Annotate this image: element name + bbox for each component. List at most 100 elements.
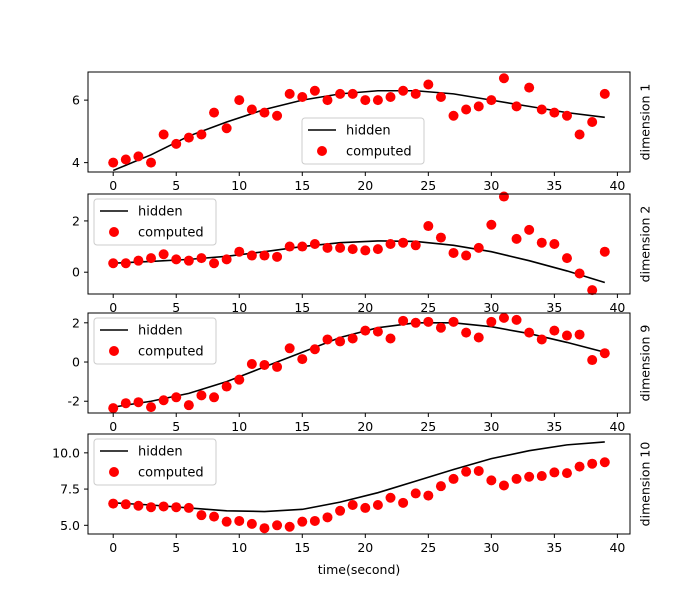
computed-point	[599, 457, 610, 468]
legend-label: computed	[138, 466, 204, 481]
computed-point	[133, 151, 144, 162]
computed-point	[587, 285, 598, 296]
computed-point	[385, 333, 396, 344]
y-axis-label: dimension 1	[638, 84, 653, 161]
y-tick-label: 10.0	[52, 445, 80, 460]
computed-point	[398, 237, 409, 248]
computed-point	[549, 107, 560, 118]
computed-point	[234, 515, 245, 526]
x-tick-label: 10	[231, 540, 247, 555]
computed-point	[171, 392, 182, 403]
x-tick-label: 10	[231, 178, 247, 193]
x-tick-label: 35	[546, 419, 562, 434]
computed-point	[398, 85, 409, 96]
y-tick-label: 7.5	[60, 482, 80, 497]
computed-point	[196, 253, 207, 264]
computed-point	[158, 129, 169, 140]
computed-point	[133, 255, 144, 266]
computed-point	[561, 468, 572, 479]
x-tick-label: 35	[546, 300, 562, 315]
computed-point	[133, 500, 144, 511]
computed-point	[259, 250, 270, 261]
y-axis-label: dimension 10	[638, 442, 653, 527]
computed-point	[398, 315, 409, 326]
computed-point	[272, 110, 283, 121]
computed-point	[171, 138, 182, 149]
panel-1: 0 5 10 15 20 25 30 35 40 4 6 dimension 1 hidden compu…	[72, 71, 653, 193]
computed-point	[599, 246, 610, 257]
computed-point	[246, 518, 257, 529]
computed-point	[209, 107, 220, 118]
computed-point	[473, 101, 484, 112]
x-tick-label: 30	[483, 540, 499, 555]
computed-point	[385, 92, 396, 102]
computed-point	[524, 471, 535, 482]
computed-point	[410, 88, 421, 99]
computed-point	[259, 359, 270, 370]
computed-point	[524, 224, 535, 235]
x-tick-label: 40	[609, 300, 625, 315]
computed-point	[108, 157, 119, 168]
computed-point	[561, 253, 572, 264]
computed-point	[372, 95, 383, 106]
computed-point	[410, 317, 421, 328]
computed-point	[435, 232, 446, 243]
computed-point	[146, 502, 157, 513]
y-axis-label: dimension 2	[638, 206, 653, 283]
legend-marker-swatch	[109, 346, 119, 356]
computed-point	[171, 254, 182, 265]
computed-point	[209, 258, 220, 269]
computed-point	[259, 523, 270, 534]
computed-point	[561, 330, 572, 341]
computed-point	[511, 101, 522, 112]
computed-point	[524, 82, 535, 93]
panel-4: 0 5 10 15 20 25 30 35 40 5.0 7.5 10.0 dimension 10 ti…	[52, 433, 653, 577]
computed-point	[473, 332, 484, 343]
computed-point	[309, 85, 320, 96]
computed-point	[347, 500, 358, 511]
computed-point	[335, 336, 346, 347]
hidden-line	[113, 322, 605, 408]
computed-point	[385, 239, 396, 249]
computed-point	[309, 344, 320, 355]
computed-point	[574, 268, 585, 279]
x-tick-label: 5	[172, 178, 180, 193]
y-tick-label: 6	[72, 93, 80, 108]
computed-point	[498, 480, 509, 491]
computed-point	[486, 316, 497, 327]
computed-point	[196, 129, 207, 140]
hidden-line	[113, 240, 606, 284]
computed-point	[423, 490, 434, 501]
x-tick-label: 25	[420, 419, 436, 434]
computed-point	[284, 521, 295, 532]
x-tick-label: 15	[294, 178, 310, 193]
computed-point	[435, 481, 446, 492]
x-tick-label: 5	[172, 300, 180, 315]
computed-point	[108, 498, 119, 509]
computed-point	[284, 88, 295, 99]
x-tick-label: 30	[483, 419, 499, 434]
legend: hidden computed	[93, 198, 217, 246]
computed-point	[297, 92, 308, 102]
y-axis-label: dimension 9	[638, 325, 653, 402]
legend-label: hidden	[346, 124, 391, 139]
x-tick-label: 25	[420, 540, 436, 555]
x-tick-label: 0	[109, 419, 117, 434]
computed-point	[486, 95, 497, 106]
computed-point	[120, 499, 131, 510]
computed-point	[272, 520, 283, 531]
x-tick-label: 20	[357, 540, 373, 555]
computed-point	[196, 510, 207, 521]
y-tick-label: 0	[72, 265, 80, 280]
computed-point	[234, 374, 245, 385]
computed-point	[246, 250, 257, 261]
computed-point	[536, 471, 547, 482]
computed-point	[171, 502, 182, 513]
computed-point	[108, 403, 119, 414]
computed-point	[360, 502, 371, 513]
computed-point	[410, 488, 421, 499]
computed-point	[498, 191, 509, 202]
x-tick-label: 35	[546, 540, 562, 555]
x-tick-label: 20	[357, 178, 373, 193]
legend-marker-swatch	[317, 146, 327, 156]
